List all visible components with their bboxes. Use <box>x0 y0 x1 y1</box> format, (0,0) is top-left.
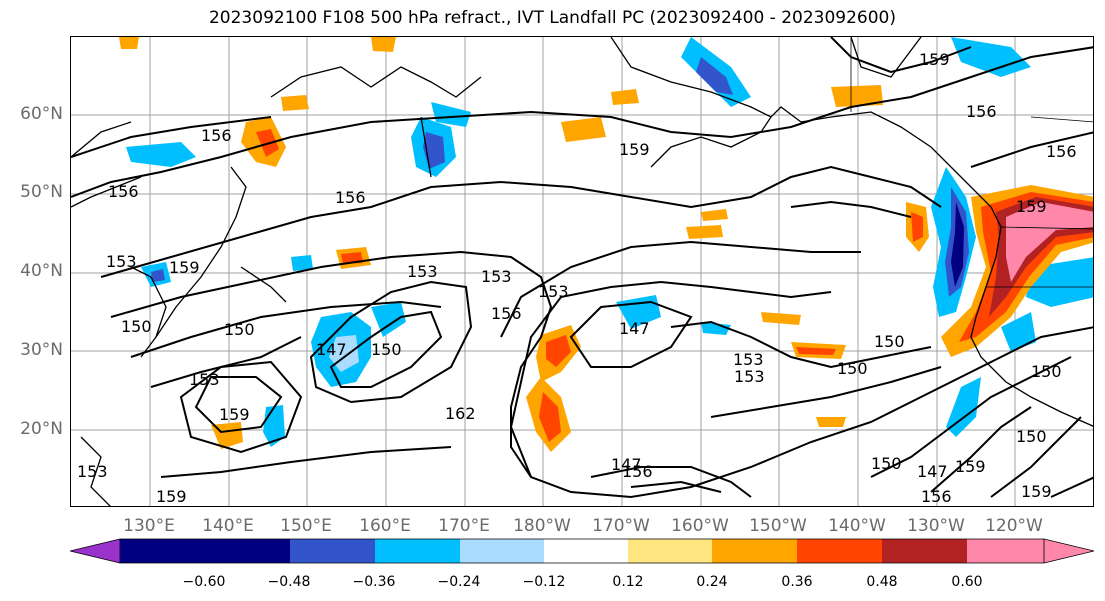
contour-label: 159 <box>619 140 650 159</box>
lon-label-140w: 140°W <box>828 516 886 536</box>
lon-label-120w: 120°W <box>985 516 1043 536</box>
contour-label: 159 <box>1016 197 1047 216</box>
contour-label: 162 <box>445 404 476 423</box>
contour-label: 150 <box>871 454 902 473</box>
positive-shading <box>119 37 1093 452</box>
lat-label-40n: 40°N <box>20 261 63 281</box>
colorbar-swatch-over <box>1043 538 1094 564</box>
colorbar-tick: −0.36 <box>352 574 396 590</box>
contour-label: 147 <box>611 455 642 474</box>
colorbar-swatch <box>797 539 882 563</box>
contour-label: 153 <box>189 370 220 389</box>
contour-label: 147 <box>316 340 347 359</box>
coastlines <box>71 37 1093 506</box>
contour-label: 159 <box>1021 482 1052 501</box>
contour-label: 150 <box>837 359 868 378</box>
lon-label-160w: 160°W <box>671 516 729 536</box>
lat-label-20n: 20°N <box>20 419 63 439</box>
lon-label-170e: 170°E <box>438 516 490 536</box>
lat-label-30n: 30°N <box>20 340 63 360</box>
contour-label: 159 <box>955 457 986 476</box>
contour-label: 156 <box>1046 142 1077 161</box>
lon-label-130w: 130°W <box>907 516 965 536</box>
height-contours <box>71 37 1093 499</box>
contour-label: 153 <box>77 462 108 481</box>
contour-label: 156 <box>622 462 653 481</box>
colorbar-tick: −0.48 <box>267 574 311 590</box>
colorbar-swatch <box>967 539 1044 563</box>
colorbar-swatch <box>882 539 967 563</box>
lon-label-130e: 130°E <box>123 516 175 536</box>
contour-label: 150 <box>121 317 152 336</box>
contour-label: 153 <box>538 282 569 301</box>
lat-label-50n: 50°N <box>20 182 63 202</box>
colorbar-swatch <box>205 539 290 563</box>
contour-label: 153 <box>733 350 764 369</box>
colorbar-swatch <box>712 539 797 563</box>
contour-label: 159 <box>169 258 200 277</box>
contour-label: 159 <box>219 405 250 424</box>
colorbar-swatch <box>544 539 628 563</box>
colorbar-tick: 0.60 <box>951 574 983 590</box>
contour-label: 156 <box>108 182 139 201</box>
colorbar <box>70 538 1094 564</box>
lat-label-60n: 60°N <box>20 104 63 124</box>
contour-label: 156 <box>201 126 232 145</box>
contour-label: 156 <box>335 188 366 207</box>
negative-shading <box>126 37 1093 447</box>
colorbar-tick: −0.60 <box>182 574 226 590</box>
colorbar-swatch <box>460 539 544 563</box>
contour-label: 147 <box>917 462 948 481</box>
lon-label-140e: 140°E <box>202 516 254 536</box>
contour-labels: 159 156 156 156 156 159 153 156 153 159 … <box>77 50 1077 506</box>
colorbar-tick: 0.12 <box>612 574 644 590</box>
contour-label: 156 <box>966 102 997 121</box>
contour-label: 156 <box>491 304 522 323</box>
colorbar-swatch <box>290 539 375 563</box>
colorbar-swatch-under <box>70 538 121 564</box>
contour-label: 150 <box>1031 362 1062 381</box>
map-canvas: 159 156 156 156 156 159 153 156 153 159 … <box>71 37 1093 506</box>
contour-label: 147 <box>619 319 650 338</box>
lon-label-170w: 170°W <box>592 516 650 536</box>
contour-label: 150 <box>874 332 905 351</box>
colorbar-swatch <box>375 539 460 563</box>
map-title: 2023092100 F108 500 hPa refract., IVT La… <box>208 8 896 28</box>
contour-label: 150 <box>1016 427 1047 446</box>
lon-label-180w: 180°W <box>513 516 571 536</box>
colorbar-swatch <box>628 539 712 563</box>
lon-label-150w: 150°W <box>749 516 807 536</box>
colorbar-tick: −0.24 <box>437 574 481 590</box>
colorbar-tick: 0.24 <box>696 574 728 590</box>
contour-label: 159 <box>919 50 950 69</box>
colorbar-tick: 0.36 <box>781 574 813 590</box>
colorbar-tick: 0.48 <box>866 574 898 590</box>
country-borders <box>850 37 1093 288</box>
colorbar-tick: −0.12 <box>522 574 566 590</box>
map-panel: 159 156 156 156 156 159 153 156 153 159 … <box>70 36 1094 507</box>
contour-label: 153 <box>106 252 137 271</box>
contour-label: 150 <box>371 340 402 359</box>
contour-label: 153 <box>407 262 438 281</box>
contour-label: 159 <box>156 487 187 506</box>
contour-label: 153 <box>734 367 765 386</box>
lon-label-160e: 160°E <box>359 516 411 536</box>
contour-label: 156 <box>921 487 952 506</box>
contour-label: 153 <box>481 267 512 286</box>
colorbar-swatch <box>120 539 205 563</box>
lon-label-150e: 150°E <box>280 516 332 536</box>
contour-label: 150 <box>224 320 255 339</box>
